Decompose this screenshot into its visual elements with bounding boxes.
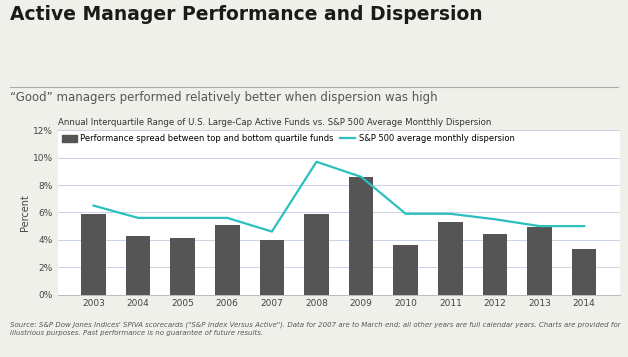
Bar xyxy=(170,238,195,295)
Bar xyxy=(483,234,507,295)
Text: Source: S&P Dow Jones Indices' SPIVA scorecards ("S&P Index Versus Active"). Dat: Source: S&P Dow Jones Indices' SPIVA sco… xyxy=(10,321,620,336)
Bar xyxy=(304,214,329,295)
Bar xyxy=(394,245,418,295)
Legend: Performance spread between top and bottom quartile funds, S&P 500 average monthl: Performance spread between top and botto… xyxy=(62,135,515,144)
Bar xyxy=(528,227,552,295)
Text: Active Manager Performance and Dispersion: Active Manager Performance and Dispersio… xyxy=(10,5,483,24)
Bar xyxy=(349,177,374,295)
Bar xyxy=(81,214,106,295)
Text: Annual Interquartile Range of U.S. Large-Cap Active Funds vs. S&P 500 Average Mo: Annual Interquartile Range of U.S. Large… xyxy=(58,119,491,127)
Bar xyxy=(126,236,150,295)
Bar xyxy=(572,250,597,295)
Bar xyxy=(215,225,239,295)
Text: “Good” managers performed relatively better when dispersion was high: “Good” managers performed relatively bet… xyxy=(10,91,438,104)
Bar xyxy=(259,240,284,295)
Y-axis label: Percent: Percent xyxy=(20,194,30,231)
Bar xyxy=(438,222,463,295)
